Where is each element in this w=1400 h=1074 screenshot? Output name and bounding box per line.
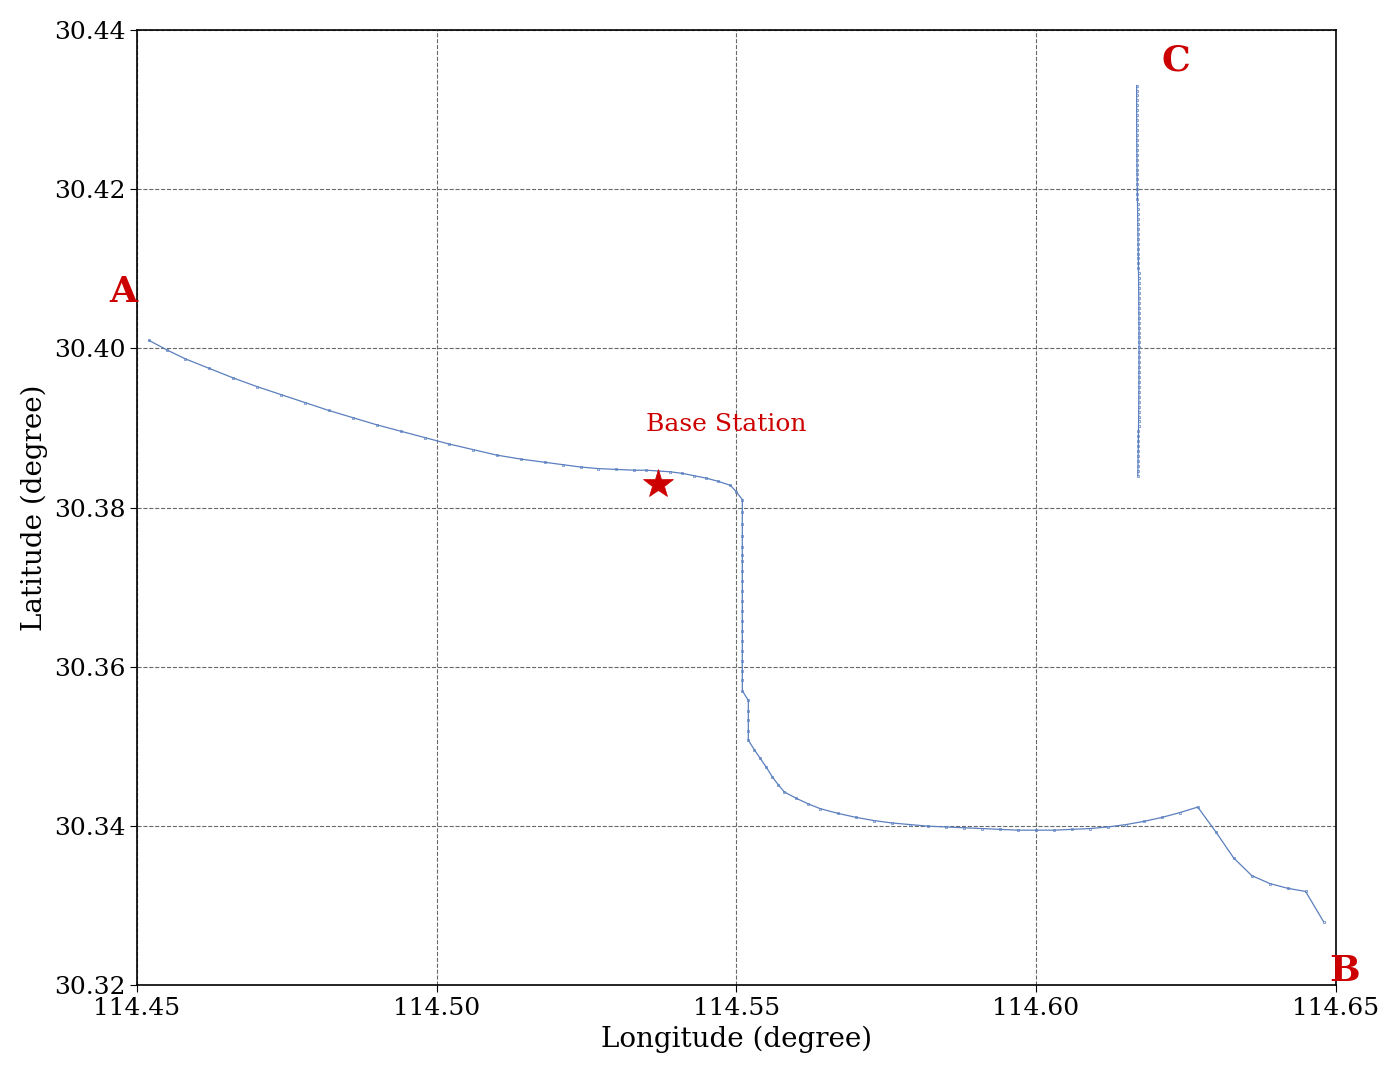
Text: C: C xyxy=(1162,44,1190,77)
Text: Base Station: Base Station xyxy=(647,413,806,436)
Y-axis label: Latitude (degree): Latitude (degree) xyxy=(21,384,48,630)
X-axis label: Longitude (degree): Longitude (degree) xyxy=(601,1026,872,1054)
Text: A: A xyxy=(109,275,137,308)
Text: B: B xyxy=(1330,954,1361,988)
